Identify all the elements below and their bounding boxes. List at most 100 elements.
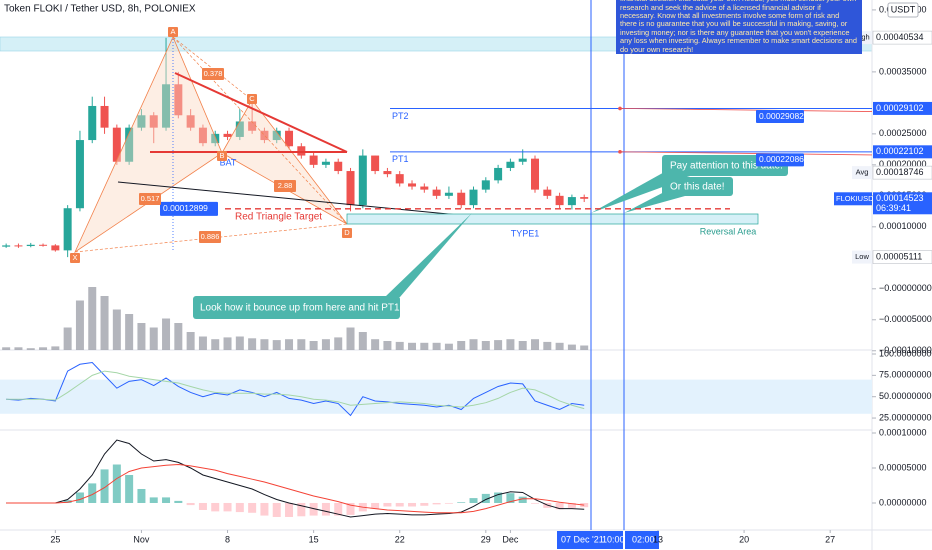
y-tick-label: 0.00005000 xyxy=(879,462,927,472)
crosshair-date-box xyxy=(625,531,659,549)
ratio-box xyxy=(199,231,221,243)
point-label-box xyxy=(70,253,80,263)
volume-bar xyxy=(51,346,60,350)
tag-name: High xyxy=(854,33,869,42)
candle-body xyxy=(408,183,417,187)
candle-body xyxy=(555,195,564,206)
volume-bar xyxy=(198,336,207,350)
price-tag-value: 0.00018746 xyxy=(876,167,924,177)
histogram-bar xyxy=(408,502,417,507)
histogram-bar xyxy=(432,502,441,505)
volume-bar xyxy=(260,339,269,350)
candle-body xyxy=(518,158,527,162)
candle-body xyxy=(51,245,60,251)
x-tick-label: Nov xyxy=(133,534,150,544)
price-tag xyxy=(872,250,932,264)
histogram-bar xyxy=(149,497,158,503)
point-label: B xyxy=(219,151,224,160)
line xyxy=(6,370,585,410)
candle-body xyxy=(149,115,158,128)
volume-bar xyxy=(26,348,35,350)
axis-tag-value: 0.00022102 xyxy=(876,146,924,156)
histogram-bar xyxy=(223,502,232,512)
y-tick-label: 0.00025000 xyxy=(879,128,927,138)
price-tag xyxy=(872,165,932,180)
candle-body xyxy=(198,127,207,144)
price-tag-value: 0.00014523 xyxy=(876,193,924,203)
volume-bar xyxy=(100,296,109,350)
candle-body xyxy=(75,140,84,209)
currency-box xyxy=(887,2,919,18)
candle-body xyxy=(112,127,121,162)
volume-bar xyxy=(186,332,195,350)
volume-bar xyxy=(518,341,527,350)
candle-body xyxy=(63,208,72,251)
candle-body xyxy=(186,115,195,128)
histogram-bar xyxy=(285,502,294,517)
volume-bar xyxy=(432,342,441,350)
histogram-bar xyxy=(235,502,244,513)
candle-body xyxy=(371,155,380,172)
candle-body xyxy=(223,133,232,137)
ratio-label: 0.378 xyxy=(204,69,223,78)
histogram-bar xyxy=(112,464,121,503)
axis-tag-value: 0.00029102 xyxy=(876,103,924,113)
candle-body xyxy=(444,192,453,196)
candle-body xyxy=(469,189,478,206)
histogram-bar xyxy=(137,488,146,503)
candle-body xyxy=(14,245,23,247)
histogram-bar xyxy=(198,502,207,510)
countdown: 06:39:41 xyxy=(876,203,911,213)
histogram-bar xyxy=(321,502,330,516)
histogram-bar xyxy=(444,502,453,504)
volume-bar xyxy=(531,339,540,350)
target-line xyxy=(619,108,873,112)
histogram-bar xyxy=(481,493,490,503)
ratio-label: 0.517 xyxy=(141,194,160,203)
volume-bar xyxy=(580,345,589,350)
candle-body xyxy=(321,161,330,165)
candle-body xyxy=(309,155,318,165)
y-tick-label: 0.00010000 xyxy=(879,427,927,437)
pattern-xab xyxy=(74,36,223,254)
volume-bar xyxy=(358,332,367,350)
volume-bar xyxy=(162,318,171,350)
ratio-box xyxy=(202,68,224,80)
volume-bar xyxy=(211,339,220,350)
volume-bar xyxy=(285,339,294,350)
y-tick-label: −0.00005000 xyxy=(879,314,932,324)
histogram-bar xyxy=(567,502,576,508)
volume-bar xyxy=(39,347,48,350)
rsi-band xyxy=(0,379,872,414)
target-tag-value: 0.00012899 xyxy=(163,203,208,213)
crosshair-date: 07 Dec '21 xyxy=(561,534,604,544)
histogram-bar xyxy=(531,502,540,504)
volume-bar xyxy=(223,337,232,350)
x-tick-label: 8 xyxy=(225,534,230,544)
line xyxy=(6,362,585,417)
candle-body xyxy=(383,171,392,175)
point-label: D xyxy=(344,228,350,237)
candle-body xyxy=(334,161,343,172)
target-name: Red Triangle Target xyxy=(235,211,322,222)
volume-bar xyxy=(444,343,453,350)
volume-bar xyxy=(543,341,552,350)
candle-body xyxy=(272,130,281,141)
tag-name: Low xyxy=(855,252,869,261)
callout-text: Pay attention to this date. xyxy=(670,161,783,172)
x-tick-label: 29 xyxy=(481,534,491,544)
histogram-bar xyxy=(125,474,134,503)
candle-body xyxy=(248,121,257,131)
volume-bar xyxy=(494,340,503,350)
histogram-bar xyxy=(383,502,392,507)
point-label: C xyxy=(249,94,255,103)
volume-bar xyxy=(174,323,183,350)
histogram-bar xyxy=(518,496,527,503)
callout-text: Look how it bounce up from here and hit … xyxy=(200,303,402,314)
volume-bar xyxy=(383,341,392,350)
target-anchor xyxy=(618,106,622,111)
target-line xyxy=(619,151,873,156)
volume-bar xyxy=(137,323,146,350)
candle-body xyxy=(395,174,404,184)
